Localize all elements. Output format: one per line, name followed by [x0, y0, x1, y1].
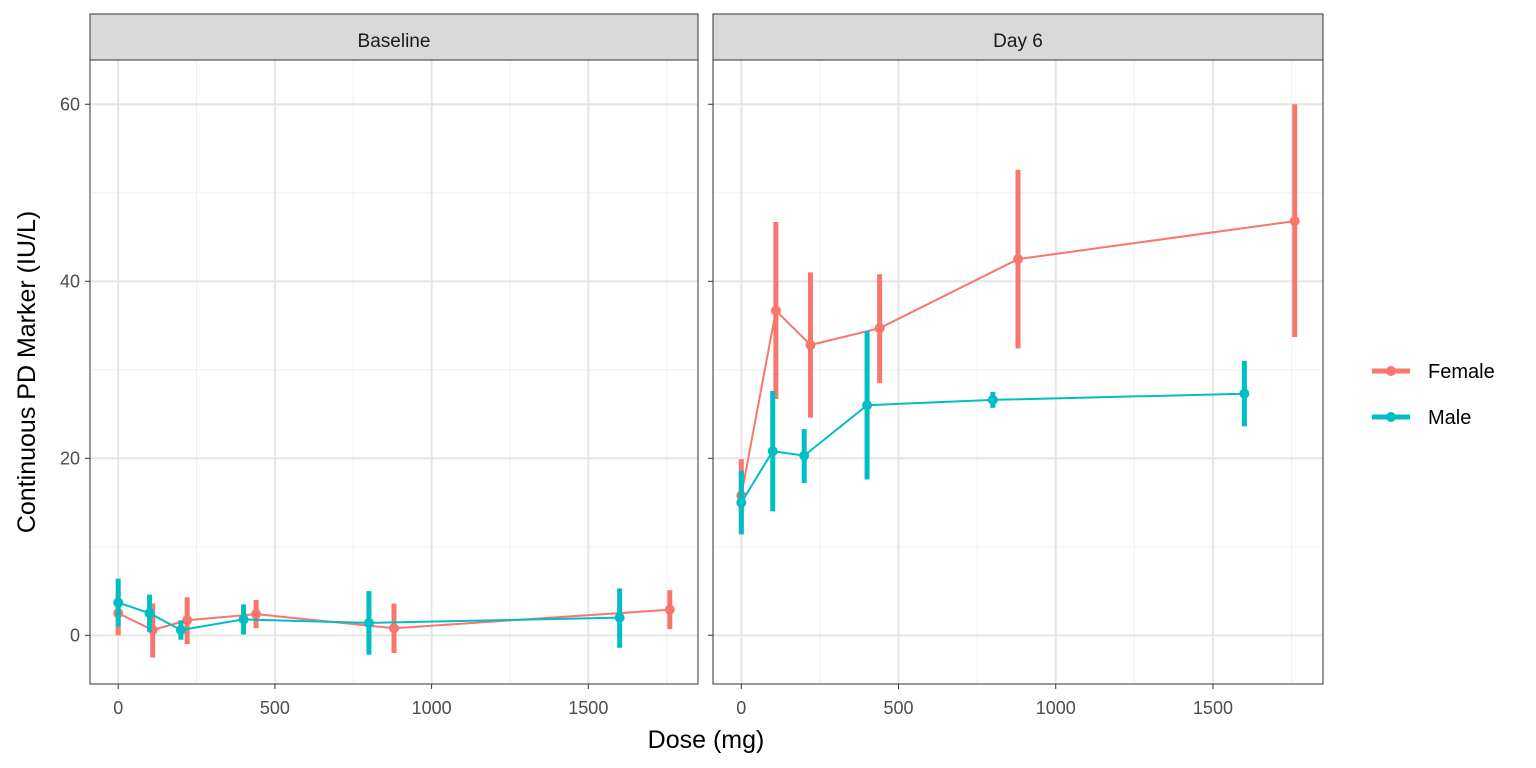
- facet-strip: [89, 13, 699, 61]
- panel-border: [89, 59, 699, 685]
- x-tick-label: 0: [736, 698, 746, 718]
- panel-background: [713, 60, 1323, 684]
- data-point: [113, 597, 124, 608]
- legend-key-point: [1386, 366, 1396, 376]
- legend-item-female: Female: [1372, 361, 1495, 383]
- x-tick-label: 1000: [1036, 698, 1076, 718]
- data-point: [767, 446, 778, 457]
- data-point: [862, 400, 873, 411]
- data-point: [664, 604, 675, 615]
- x-tick-label: 1500: [568, 698, 608, 718]
- panel-background: [90, 60, 698, 684]
- data-point: [1013, 254, 1023, 265]
- x-tick-label: 500: [260, 698, 290, 718]
- facet-strip-label: Baseline: [358, 31, 431, 52]
- y-tick-label: 60: [60, 94, 80, 114]
- y-tick-label: 40: [60, 271, 80, 291]
- legend-label: Female: [1428, 361, 1495, 383]
- data-point: [987, 394, 998, 405]
- data-point: [182, 615, 193, 626]
- data-point: [805, 340, 816, 351]
- series-male: [113, 578, 625, 655]
- data-point: [175, 625, 186, 636]
- legend-label: Male: [1428, 407, 1471, 429]
- legend-item-male: Male: [1372, 407, 1471, 429]
- y-axis-title: Continuous PD Marker (IU/L): [13, 211, 41, 533]
- series-male: [736, 330, 1250, 535]
- data-point: [238, 614, 249, 625]
- x-tick-label: 500: [883, 698, 913, 718]
- panel-baseline: Baseline 0 500 1000 1500 0 20 40 60: [60, 13, 699, 718]
- y-tick-label: 20: [60, 448, 80, 468]
- panel-day-6: Day 6 0 500 1000 1500: [708, 13, 1324, 718]
- series-female: [736, 104, 1300, 533]
- x-tick-label: 1500: [1193, 698, 1233, 718]
- facet-strip: [712, 13, 1324, 61]
- data-point: [874, 323, 885, 334]
- data-point: [770, 305, 781, 316]
- x-tick-label: 1000: [412, 698, 452, 718]
- series-line: [117, 608, 670, 632]
- facet-strip-label: Day 6: [993, 31, 1043, 52]
- data-point: [251, 609, 262, 620]
- legend: Female Male: [1372, 361, 1495, 429]
- data-point: [1289, 216, 1300, 227]
- series-line: [740, 392, 1245, 504]
- data-point: [389, 623, 399, 634]
- data-point: [799, 450, 810, 461]
- data-point: [614, 612, 625, 623]
- data-point: [363, 617, 374, 628]
- legend-key-point: [1386, 412, 1396, 422]
- x-axis-title: Dose (mg): [648, 726, 765, 754]
- panel-border: [712, 59, 1324, 685]
- data-point: [736, 497, 747, 508]
- series-line: [740, 220, 1295, 496]
- series-line: [117, 601, 620, 632]
- data-point: [144, 608, 155, 619]
- x-tick-label: 0: [113, 698, 123, 718]
- data-point: [1239, 388, 1250, 399]
- y-tick-label: 0: [70, 625, 80, 645]
